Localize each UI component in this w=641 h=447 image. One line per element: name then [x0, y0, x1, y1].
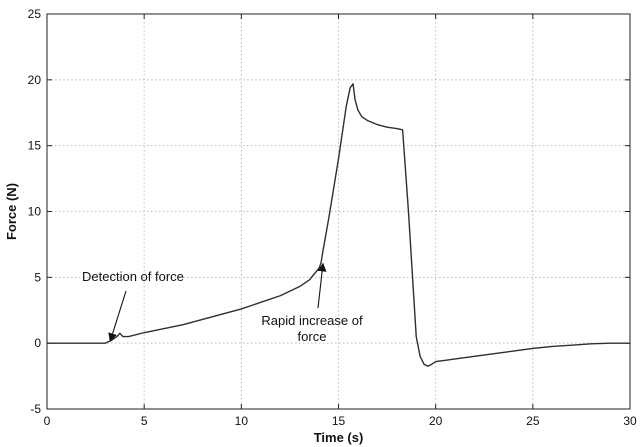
annotation-rapid-increase-label: Rapid increase of force: [261, 313, 363, 344]
x-tick-label: 15: [332, 414, 346, 428]
y-tick-label: 0: [34, 336, 41, 350]
x-tick-label: 0: [44, 414, 51, 428]
grid: [47, 14, 630, 409]
x-tick-label: 10: [235, 414, 249, 428]
y-tick-label: 10: [28, 205, 42, 219]
x-axis-label: Time (s): [314, 430, 364, 445]
x-tick-label: 25: [526, 414, 540, 428]
y-tick-label: -5: [30, 402, 41, 416]
x-tick-label: 30: [623, 414, 637, 428]
annotation-detection-label: Detection of force: [82, 269, 184, 284]
x-tick-label: 20: [429, 414, 443, 428]
x-tick-label: 5: [141, 414, 148, 428]
force-series-line: [46, 83, 631, 367]
y-tick-label: 15: [28, 139, 42, 153]
annotations: Detection of force Rapid increase of force: [82, 262, 363, 344]
y-tick-label: 25: [28, 7, 42, 21]
y-tick-label: 20: [28, 73, 42, 87]
series: [46, 83, 631, 367]
y-axis-label: Force (N): [4, 183, 19, 240]
annotation-rapid-increase-arrow: [317, 262, 327, 309]
annotation-detection-arrow: [108, 290, 127, 343]
y-tick-label: 5: [34, 270, 41, 284]
